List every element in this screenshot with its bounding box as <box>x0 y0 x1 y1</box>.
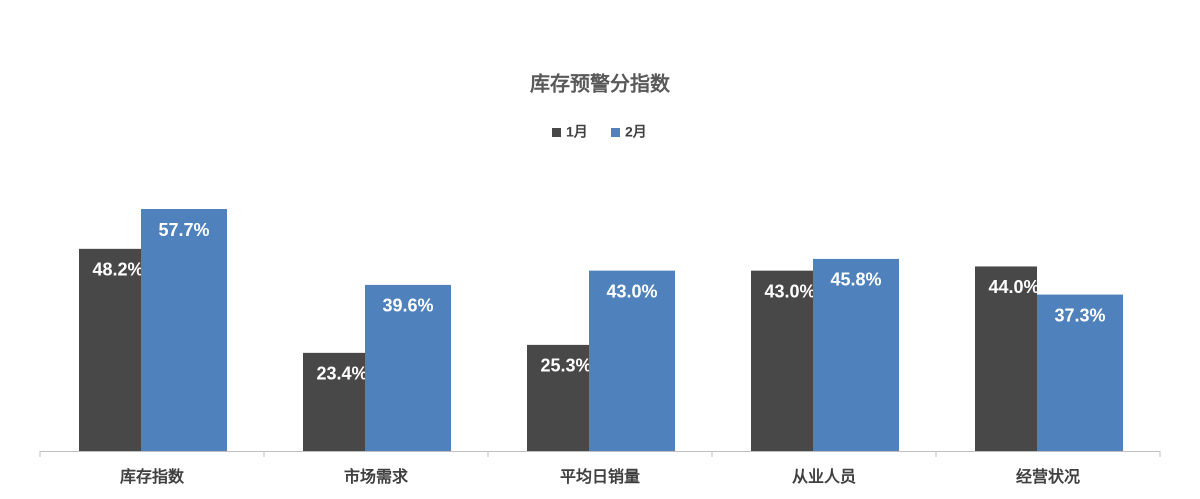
chart-title: 库存预警分指数 <box>530 71 671 95</box>
bar <box>527 344 589 451</box>
value-label: 23.4% <box>316 364 367 384</box>
value-label: 43.0% <box>764 281 815 301</box>
value-label: 45.8% <box>830 270 881 290</box>
bar <box>79 248 141 451</box>
value-label: 44.0% <box>988 277 1039 297</box>
value-label: 25.3% <box>540 356 591 376</box>
legend-label: 1月 <box>566 124 588 140</box>
value-label: 57.7% <box>158 220 209 240</box>
x-tick-label: 从业人员 <box>792 468 856 486</box>
bar <box>141 209 227 451</box>
value-label: 48.2% <box>92 260 143 280</box>
bar <box>813 258 899 451</box>
bar <box>365 284 451 451</box>
bar <box>975 266 1037 451</box>
legend-swatch <box>611 128 620 137</box>
bar <box>1037 294 1123 451</box>
value-label: 37.3% <box>1054 305 1105 325</box>
x-tick-label: 平均日销量 <box>560 467 640 486</box>
value-label: 43.0% <box>606 281 657 301</box>
x-tick-label: 库存指数 <box>120 467 185 486</box>
bar <box>589 270 675 451</box>
bar <box>303 352 365 451</box>
legend-label: 2月 <box>625 124 647 140</box>
bar <box>751 270 813 451</box>
x-tick-label: 经营状况 <box>1016 467 1080 486</box>
value-label: 39.6% <box>382 296 433 316</box>
x-tick-label: 市场需求 <box>344 467 409 486</box>
legend-swatch <box>552 128 561 137</box>
